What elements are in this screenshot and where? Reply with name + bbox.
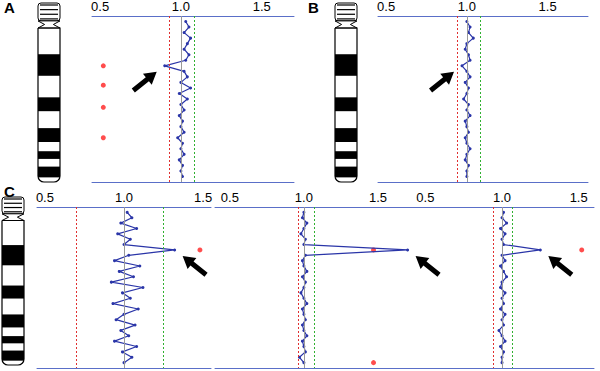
svg-text:0.5: 0.5 <box>221 190 239 205</box>
svg-text:1.5: 1.5 <box>253 0 271 14</box>
svg-text:1.0: 1.0 <box>458 0 476 14</box>
svg-text:1.5: 1.5 <box>570 190 588 205</box>
svg-text:0.5: 0.5 <box>377 0 395 14</box>
svg-text:C: C <box>4 183 15 200</box>
svg-text:1.0: 1.0 <box>115 190 133 205</box>
svg-text:A: A <box>4 0 15 16</box>
svg-text:1.0: 1.0 <box>493 190 511 205</box>
svg-text:0.5: 0.5 <box>91 0 109 14</box>
svg-text:1.0: 1.0 <box>172 0 190 14</box>
svg-text:0.5: 0.5 <box>36 190 54 205</box>
svg-text:B: B <box>308 0 319 16</box>
svg-text:1.5: 1.5 <box>194 190 212 205</box>
svg-text:0.5: 0.5 <box>416 190 434 205</box>
svg-text:1.5: 1.5 <box>539 0 557 14</box>
svg-text:1.5: 1.5 <box>369 190 387 205</box>
svg-text:1.0: 1.0 <box>295 190 313 205</box>
